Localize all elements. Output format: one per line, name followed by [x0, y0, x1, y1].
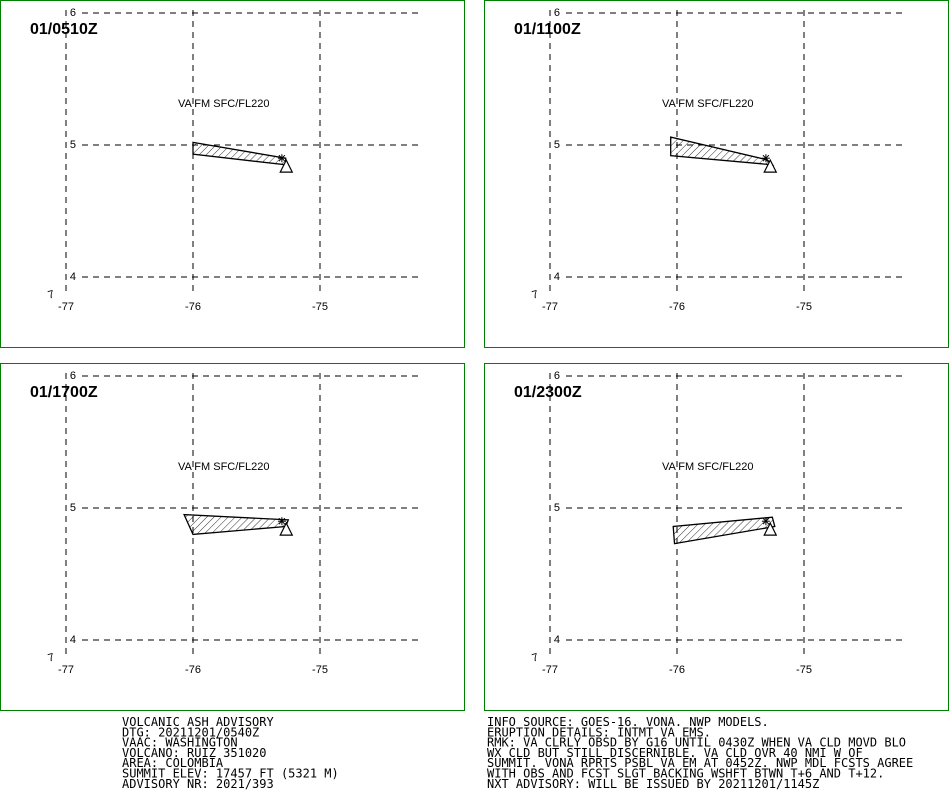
- lon-tick-label: -75: [796, 301, 812, 313]
- lat-tick-label: 6: [70, 7, 76, 19]
- volcano-triangle-icon: [763, 521, 778, 536]
- advisory-right-line: NXT ADVISORY: WILL BE ISSUED BY 20211201…: [487, 777, 819, 791]
- lon-tick-label: -76: [669, 664, 685, 676]
- vent-star-icon: [761, 517, 770, 526]
- lat-tick-label: 4: [554, 634, 560, 646]
- forecast-panel: 6 5 4 -77 -76 -75 7 01/1100Z VA FM SFC/FL220: [484, 0, 949, 348]
- flight-level-label: VA FM SFC/FL220: [662, 98, 754, 110]
- lat-tick-label: 6: [554, 7, 560, 19]
- panel-frame: [484, 363, 949, 711]
- advisory-left-line: VOLCANO: RUIZ 351020: [122, 746, 267, 760]
- advisory-left-line: VOLCANIC ASH ADVISORY: [122, 715, 274, 729]
- lat-tick-label: 5: [554, 502, 560, 514]
- panel-frame: [0, 363, 465, 711]
- ash-cloud-polygon: [192, 141, 287, 166]
- lon-tick-label: -75: [796, 664, 812, 676]
- advisory-right-line: ERUPTION DETAILS: INTMT VA EMS.: [487, 725, 711, 739]
- advisory-right-line: WX CLD BUT STILL DISCERNIBLE. VA CLD OVR…: [487, 746, 863, 760]
- forecast-panel: 6 5 4 -77 -76 -75 7 01/1700Z VA FM SFC/FL220: [0, 363, 465, 711]
- volcano-triangle-icon: [279, 521, 294, 536]
- flight-level-label: VA FM SFC/FL220: [178, 98, 270, 110]
- vent-star-icon: [761, 154, 770, 163]
- lon-tick-label: -77: [58, 301, 74, 313]
- lat-tick-label: 5: [70, 502, 76, 514]
- lon-tick-label: -76: [185, 301, 201, 313]
- forecast-panel: 6 5 4 -77 -76 -75 7 01/2300Z VA FM SFC/FL220: [484, 363, 949, 711]
- vent-star-icon: [277, 154, 286, 163]
- lon-tick-label: -76: [185, 664, 201, 676]
- lon-tick-label: -77: [542, 664, 558, 676]
- volcano-triangle-icon: [763, 158, 778, 173]
- ash-cloud-polygon: [672, 516, 776, 545]
- advisory-right-line: INFO SOURCE: GOES-16. VONA. NWP MODELS.: [487, 715, 769, 729]
- advisory-left-line: AREA: COLOMBIA: [122, 756, 224, 770]
- advisory-right-line: WITH OBS AND FCST SLGT BACKING WSHFT BTW…: [487, 767, 884, 781]
- panel-time-title: 01/0510Z: [30, 21, 98, 38]
- panel-frame: [0, 0, 465, 348]
- lon-tick-label: -77: [58, 664, 74, 676]
- advisory-left-line: ADVISORY NR: 2021/393: [122, 777, 274, 791]
- lat-tick-label: 4: [554, 271, 560, 283]
- lon-tick-label: -75: [312, 301, 328, 313]
- vent-star-icon: [277, 517, 286, 526]
- flight-level-label: VA FM SFC/FL220: [662, 461, 754, 473]
- lon-tick-label: -76: [669, 301, 685, 313]
- lat-tick-label: 6: [70, 370, 76, 382]
- advisory-right-line: SUMMIT. VONA RPRTS PSBL VA EM AT 0452Z. …: [487, 756, 913, 770]
- panel-time-title: 01/2300Z: [514, 384, 582, 401]
- volcano-triangle-icon: [279, 158, 294, 173]
- lat-tick-label: 4: [70, 271, 76, 283]
- panel-time-title: 01/1700Z: [30, 384, 98, 401]
- flight-level-label: VA FM SFC/FL220: [178, 461, 270, 473]
- corner-lat-label: 7: [531, 289, 540, 302]
- advisory-left-line: SUMMIT ELEV: 17457 FT (5321 M): [122, 767, 339, 781]
- lat-tick-label: 4: [70, 634, 76, 646]
- lat-tick-label: 5: [554, 139, 560, 151]
- forecast-panel: 6 5 4 -77 -76 -75 7 01/0510Z VA FM SFC/FL220: [0, 0, 465, 348]
- lat-tick-label: 6: [554, 370, 560, 382]
- lon-tick-label: -75: [312, 664, 328, 676]
- panel-time-title: 01/1100Z: [514, 21, 581, 38]
- advisory-right-line: RMK: VA CLRLY OBSD BY G16 UNTIL 0430Z WH…: [487, 736, 906, 750]
- advisory-left-line: DTG: 20211201/0540Z: [122, 725, 259, 739]
- panel-frame: [484, 0, 949, 348]
- lat-tick-label: 5: [70, 139, 76, 151]
- corner-lat-label: 7: [531, 652, 540, 665]
- ash-cloud-polygon: [183, 513, 290, 536]
- corner-lat-label: 7: [47, 289, 56, 302]
- lon-tick-label: -77: [542, 301, 558, 313]
- corner-lat-label: 7: [47, 652, 56, 665]
- advisory-left-line: VAAC: WASHINGTON: [122, 736, 238, 750]
- ash-cloud-polygon: [670, 136, 775, 166]
